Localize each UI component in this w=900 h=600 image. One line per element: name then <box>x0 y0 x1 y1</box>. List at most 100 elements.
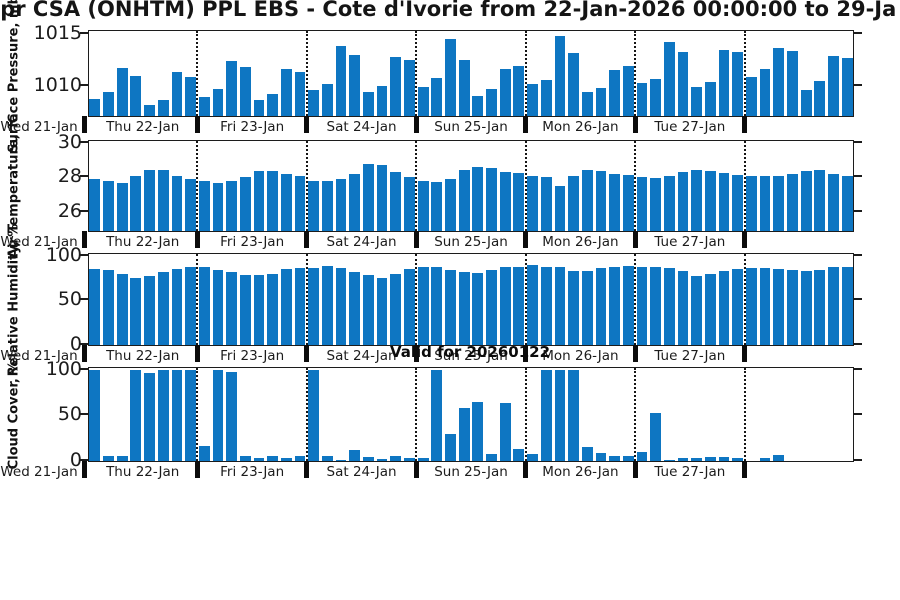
x-left-edge-label: Wed 21-Jan <box>0 464 78 480</box>
bar <box>198 445 210 461</box>
bar <box>650 412 662 461</box>
x-day-label: Tue 27-Jan <box>654 234 726 250</box>
x-left-edge-label: Wed 21-Jan <box>0 348 78 364</box>
bar <box>704 457 716 461</box>
y-tick-label: 30 <box>57 130 82 153</box>
x-day-label: Sat 24-Jan <box>326 464 397 480</box>
bar <box>787 50 798 116</box>
bar <box>267 456 279 461</box>
x-tick-mark <box>632 231 638 248</box>
bar <box>280 69 292 116</box>
x-day-label: Thu 22-Jan <box>106 464 180 480</box>
bar <box>677 458 689 461</box>
bar <box>828 55 839 116</box>
bar <box>431 266 443 345</box>
bar <box>759 176 771 231</box>
y-tick-label: 1010 <box>33 73 82 96</box>
bar <box>691 276 703 345</box>
bar <box>280 269 292 345</box>
bar <box>445 270 456 345</box>
bar <box>171 269 183 345</box>
bar <box>527 83 538 116</box>
bar <box>417 458 429 461</box>
bar <box>458 170 470 231</box>
y-tick-mark <box>80 298 88 301</box>
bar <box>103 92 114 116</box>
bar <box>704 81 716 116</box>
y-tick-label: 50 <box>57 288 82 311</box>
bar <box>130 75 142 116</box>
x-tick-mark <box>632 461 638 478</box>
bar <box>144 104 155 116</box>
bar <box>609 70 621 116</box>
bar <box>390 56 402 116</box>
bar <box>321 180 333 231</box>
bar <box>267 94 279 116</box>
bar <box>390 172 402 231</box>
bar <box>226 271 238 345</box>
bar <box>732 51 744 116</box>
bar <box>472 166 484 231</box>
bar <box>335 268 347 345</box>
temperature-plot-area <box>88 140 854 232</box>
bar <box>773 454 785 461</box>
y-tick-mark <box>854 32 862 35</box>
x-day-label: Sat 24-Jan <box>326 119 397 135</box>
day-separator-line <box>524 254 527 345</box>
bar <box>677 172 689 231</box>
bar <box>499 172 511 231</box>
x-tick-mark <box>742 345 748 362</box>
bar <box>116 68 128 116</box>
x-day-label: Thu 22-Jan <box>106 348 180 364</box>
day-separator-line <box>634 368 637 461</box>
y-tick-mark <box>80 367 88 370</box>
temperature-x-axis: Thu 22-Jan Fri 23-Jan Sat 24-Jan Sun 25-Jan… <box>0 231 900 253</box>
x-tick-mark <box>742 231 748 248</box>
bar <box>335 460 347 461</box>
bar <box>308 268 320 345</box>
bar <box>691 86 703 116</box>
bar <box>212 270 224 345</box>
bar <box>677 270 689 345</box>
x-left-edge-label: Wed 21-Jan <box>0 119 78 135</box>
bar <box>581 270 593 345</box>
bar <box>677 51 689 116</box>
day-separator-line <box>743 368 746 461</box>
bar <box>554 369 566 461</box>
bar <box>404 60 415 116</box>
bar <box>376 165 388 231</box>
bar <box>390 273 402 345</box>
bar <box>800 270 812 345</box>
day-separator-line <box>743 254 746 345</box>
bar <box>390 456 402 461</box>
bar <box>568 175 579 231</box>
bar <box>349 54 361 116</box>
x-left-edge-label: Wed 21-Jan <box>0 234 78 250</box>
bar <box>431 77 443 116</box>
y-tick-mark <box>80 253 88 256</box>
bar <box>144 372 155 461</box>
bar <box>746 268 757 345</box>
y-tick-label: 26 <box>57 199 82 222</box>
bar <box>335 179 347 231</box>
bar <box>732 269 744 345</box>
y-tick-mark <box>80 413 88 416</box>
day-separator-line <box>415 254 418 345</box>
bar <box>226 61 238 116</box>
bar <box>636 177 648 231</box>
bar <box>650 267 662 345</box>
day-separator-line <box>196 31 199 116</box>
bar <box>103 456 114 461</box>
bar <box>376 278 388 345</box>
bar <box>732 458 744 461</box>
bar <box>239 67 251 116</box>
bar <box>622 66 634 116</box>
bar <box>540 266 552 345</box>
bar <box>650 178 662 231</box>
bar <box>581 92 593 116</box>
pressure-x-axis: Thu 22-Jan Fri 23-Jan Sat 24-Jan Sun 25-Jan… <box>0 116 900 138</box>
bar <box>568 369 579 461</box>
x-tick-mark <box>523 116 529 133</box>
bar <box>513 266 525 345</box>
